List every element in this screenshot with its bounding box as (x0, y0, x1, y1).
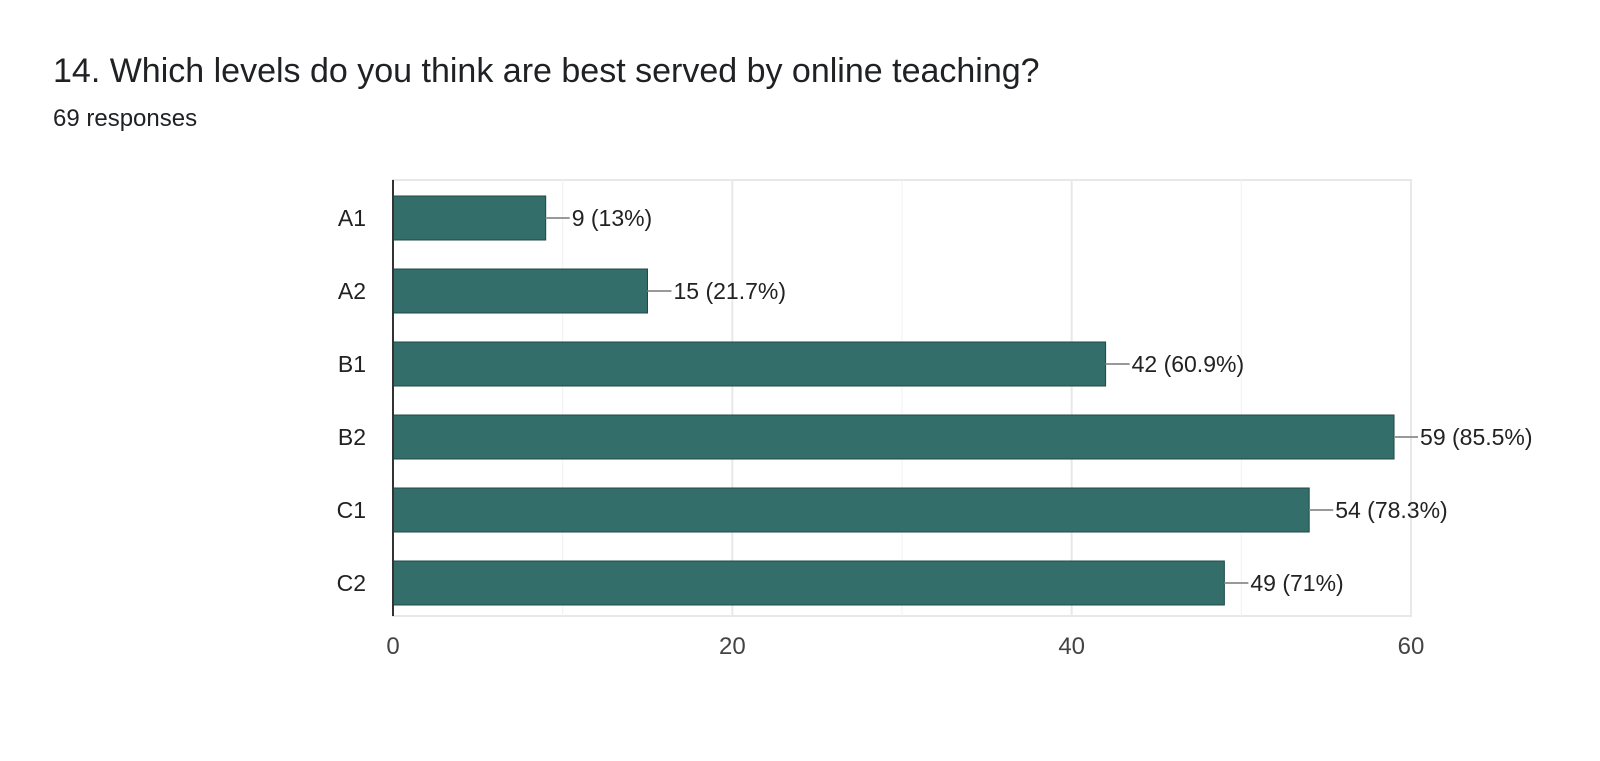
category-label: A1 (338, 205, 366, 231)
data-label: 42 (60.9%) (1132, 351, 1245, 377)
category-label: A2 (338, 278, 366, 304)
x-tick-label: 60 (1398, 633, 1425, 660)
bar-c2 (392, 560, 1225, 606)
bar-c1 (392, 487, 1310, 533)
category-label: B2 (338, 424, 366, 450)
data-label: 54 (78.3%) (1335, 497, 1448, 523)
data-label: 15 (21.7%) (674, 278, 787, 304)
bar-b2 (392, 414, 1395, 460)
x-tick-label: 40 (1058, 633, 1085, 660)
data-label: 59 (85.5%) (1420, 424, 1533, 450)
bar-a1 (392, 195, 547, 241)
x-tick-label: 0 (386, 633, 399, 660)
data-label: 9 (13%) (572, 205, 653, 231)
question-title: 14. Which levels do you think are best s… (53, 52, 1040, 90)
category-label: B1 (338, 351, 366, 377)
data-label: 49 (71%) (1250, 570, 1343, 596)
bar-a2 (392, 268, 648, 314)
response-count: 69 responses (53, 105, 198, 132)
category-label: C1 (337, 497, 366, 523)
category-label: C2 (337, 570, 366, 596)
x-tick-label: 20 (719, 633, 746, 660)
bar-b1 (392, 341, 1107, 387)
